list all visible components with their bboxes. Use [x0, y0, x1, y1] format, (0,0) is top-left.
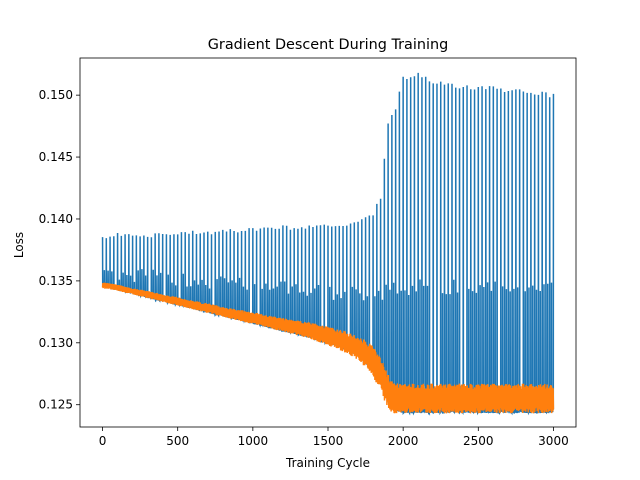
x-axis-label: Training Cycle: [285, 456, 370, 470]
series-blue-line: [101, 72, 555, 416]
y-axis-ticks: 0.125 0.130 0.135 0.140 0.145 0.150: [39, 88, 80, 412]
plot-area: [101, 72, 555, 416]
x-tick-label: 0: [99, 434, 107, 448]
x-tick-label: 3000: [538, 434, 569, 448]
y-tick-label: 0.150: [39, 88, 73, 102]
y-tick-label: 0.145: [39, 150, 73, 164]
y-tick-label: 0.140: [39, 212, 73, 226]
y-tick-label: 0.125: [39, 398, 73, 412]
x-tick-label: 1500: [313, 434, 344, 448]
y-tick-label: 0.130: [39, 336, 73, 350]
x-tick-label: 2500: [463, 434, 494, 448]
y-tick-label: 0.135: [39, 274, 73, 288]
x-tick-label: 1000: [238, 434, 269, 448]
x-axis-ticks: 0 500 1000 1500 2000 2500 3000: [99, 427, 569, 448]
x-tick-label: 2000: [388, 434, 419, 448]
chart-title: Gradient Descent During Training: [208, 37, 448, 53]
x-tick-label: 500: [166, 434, 189, 448]
series-orange-line: [101, 282, 555, 414]
y-axis-label: Loss: [12, 232, 26, 258]
